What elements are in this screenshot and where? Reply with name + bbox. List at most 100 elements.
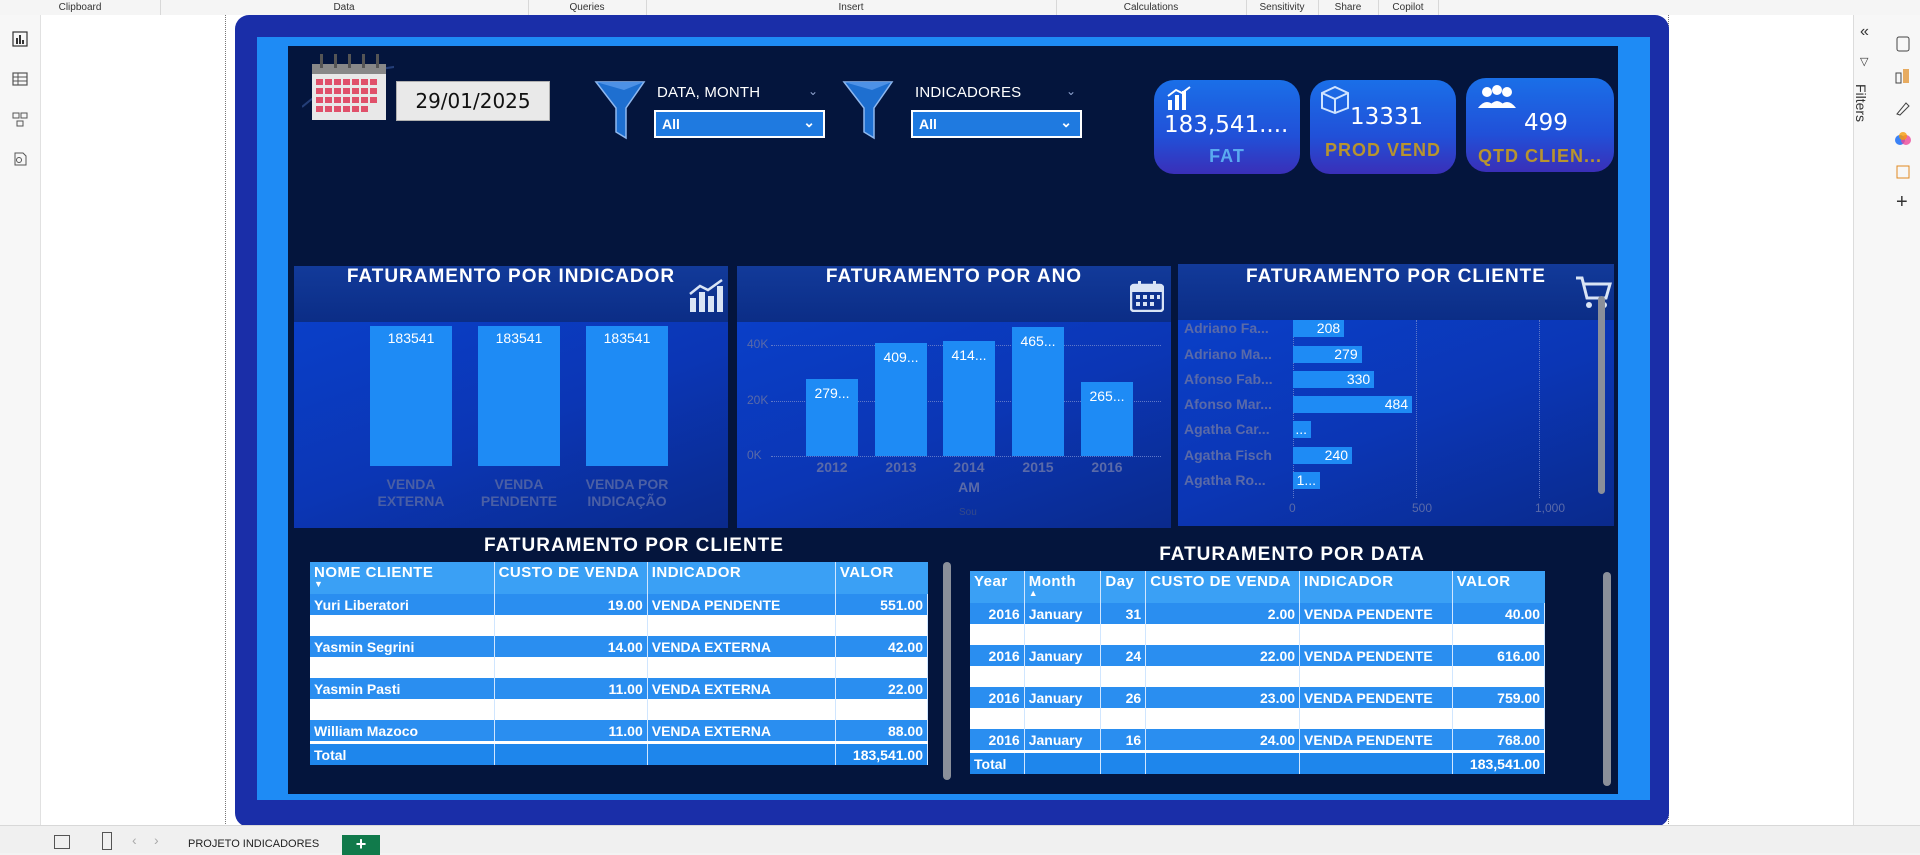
ano-y-tick: 40K xyxy=(747,337,769,351)
ribbon-group-sensitivity[interactable]: Sensitivity xyxy=(1246,0,1319,15)
table-row-spacer xyxy=(970,708,1546,729)
category-label-line: VENDA xyxy=(494,476,544,492)
table-cliente: NOME CLIENTE ▼ CUSTO DE VENDA INDICADOR V… xyxy=(310,562,929,765)
chevron-right-icon[interactable]: › xyxy=(154,832,159,848)
indicador-bar xyxy=(586,326,668,466)
kpi-prod-vend-label: PROD VEND xyxy=(1324,140,1441,160)
category-label-line: PENDENTE xyxy=(480,493,558,509)
kpi-card-fat: 183,541.... FAT xyxy=(1154,80,1300,174)
chevron-down-icon[interactable]: ⌄ xyxy=(808,84,819,98)
chevron-down-icon[interactable]: ⌄ xyxy=(1066,84,1077,98)
ano-x-axis-label-2: Sou xyxy=(959,507,977,518)
col-custo-de-venda[interactable]: CUSTO DE VENDA xyxy=(1145,571,1301,603)
col-nome-cliente[interactable]: NOME CLIENTE ▼ xyxy=(310,562,495,594)
cliente-chart: 0 500 1,000 Adriano Fa... 208 Adriano Ma... 27… xyxy=(1178,320,1614,526)
filter-indicadores-label: INDICADORES xyxy=(915,84,1022,101)
add-page-button[interactable]: + xyxy=(342,835,380,855)
report-view-icon[interactable] xyxy=(10,29,30,49)
cliente-bar xyxy=(1293,396,1413,413)
table-row[interactable]: Yasmin Pasti 11.00 VENDA EXTERNA 22.00 xyxy=(310,678,929,699)
filter-data-month-label: DATA, MONTH xyxy=(657,84,761,101)
filter-indicadores-select[interactable]: All ⌄ xyxy=(911,110,1082,138)
cliente-bar xyxy=(1293,472,1321,489)
add-pane-icon[interactable]: + xyxy=(1896,191,1908,213)
table-row[interactable]: 2016 January 31 2.00 VENDA PENDENTE 40.00 xyxy=(970,603,1546,624)
table-view-icon[interactable] xyxy=(10,69,30,89)
table-row-spacer xyxy=(310,615,929,636)
table-row[interactable]: Yasmin Segrini 14.00 VENDA EXTERNA 42.00 xyxy=(310,636,929,657)
dax-query-icon[interactable] xyxy=(10,149,30,169)
cliente-x-tick: 1,000 xyxy=(1535,501,1566,515)
table-row[interactable]: Yuri Liberatori 19.00 VENDA PENDENTE 551.00 xyxy=(310,594,929,615)
build-visual-icon[interactable] xyxy=(1894,67,1912,85)
cliente-bar-value: 1... xyxy=(1296,472,1317,488)
table-data: Year Month ▲ Day CUSTO DE VENDA INDICADOR… xyxy=(970,571,1546,774)
ano-bar xyxy=(1012,326,1064,456)
collapse-pane-icon[interactable]: « xyxy=(1860,23,1869,40)
chart-icon xyxy=(1167,86,1191,110)
ribbon-group-data[interactable]: Data xyxy=(160,0,529,15)
ribbon-group-insert[interactable]: Insert xyxy=(646,0,1057,15)
page-view-icon[interactable] xyxy=(54,835,70,849)
cliente-bar-value: 208 xyxy=(1316,320,1341,336)
indicador-category-label: VENDA EXTERNA xyxy=(350,476,472,510)
cliente-gridline xyxy=(1539,320,1540,498)
cliente-gridline xyxy=(1416,320,1417,498)
ribbon-group-clipboard[interactable]: Clipboard xyxy=(0,0,161,15)
cliente-x-tick: 500 xyxy=(1412,501,1433,515)
table-row[interactable]: 2016 January 26 23.00 VENDA PENDENTE 759.00 xyxy=(970,687,1546,708)
indicador-bar-value: 183541 xyxy=(495,330,543,346)
model-view-icon[interactable] xyxy=(10,109,30,129)
filter-funnel-icon xyxy=(842,80,894,140)
ribbon-group-calculations[interactable]: Calculations xyxy=(1056,0,1247,15)
page-tab-projeto-indicadores[interactable]: PROJETO INDICADORES xyxy=(188,838,320,850)
cliente-bar xyxy=(1293,447,1353,464)
growth-chart-icon xyxy=(689,278,723,312)
table-row-spacer xyxy=(310,699,929,720)
ano-panel-title: FATURAMENTO POR ANO xyxy=(825,266,1083,287)
col-custo-de-venda[interactable]: CUSTO DE VENDA xyxy=(494,562,648,594)
ribbon-group-queries[interactable]: Queries xyxy=(528,0,647,15)
cliente-name-label: Agatha Fisch xyxy=(1184,447,1272,463)
format-paint-icon[interactable] xyxy=(1894,99,1912,117)
cliente-bar-value: 330 xyxy=(1346,371,1371,387)
ano-bar xyxy=(943,341,995,456)
filter-data-month-select[interactable]: All ⌄ xyxy=(654,110,825,138)
table-row[interactable]: 2016 January 24 22.00 VENDA PENDENTE 616.00 xyxy=(970,645,1546,666)
table-row[interactable]: 2016 January 16 24.00 VENDA PENDENTE 768.00 xyxy=(970,729,1546,752)
col-day[interactable]: Day xyxy=(1100,571,1147,603)
indicador-category-label: VENDA PENDENTE xyxy=(458,476,580,510)
cliente-chart-scrollbar[interactable] xyxy=(1598,296,1605,494)
table-data-scrollbar[interactable] xyxy=(1603,572,1611,786)
col-month[interactable]: Month ▲ xyxy=(1024,571,1102,603)
filters-pane-toggle[interactable]: ▽ Filters xyxy=(1853,55,1878,145)
ribbon-group-copilot[interactable]: Copilot xyxy=(1378,0,1439,15)
col-valor[interactable]: VALOR xyxy=(835,562,928,594)
cliente-name-label: Afonso Mar... xyxy=(1184,396,1272,412)
ano-year-label: 2016 xyxy=(1091,459,1123,475)
col-year[interactable]: Year xyxy=(970,571,1025,603)
dropdown-chevron-icon: ⌄ xyxy=(803,114,815,130)
indicador-bar xyxy=(478,326,560,466)
mobile-view-icon[interactable] xyxy=(102,832,112,850)
visualizations-icon[interactable] xyxy=(1894,35,1912,53)
box-icon xyxy=(1321,85,1349,114)
copilot-icon[interactable] xyxy=(1894,131,1912,149)
col-indicador[interactable]: INDICADOR xyxy=(1299,571,1453,603)
ano-x-axis-label: AM xyxy=(958,479,980,495)
dropdown-chevron-icon: ⌄ xyxy=(1060,114,1072,130)
table-total-row: Total 183,541.00 xyxy=(970,750,1546,774)
table-cliente-scrollbar[interactable] xyxy=(943,562,951,780)
right-pane: « ▽ Filters + xyxy=(1853,15,1920,825)
kpi-qtd-clientes-value: 499 xyxy=(1524,110,1568,136)
ano-year-label: 2013 xyxy=(885,459,917,475)
indicador-category-label: VENDA POR INDICAÇÃO xyxy=(566,476,688,510)
table-row[interactable]: William Mazoco 11.00 VENDA EXTERNA 88.00 xyxy=(310,720,929,743)
col-indicador[interactable]: INDICADOR xyxy=(647,562,836,594)
ribbon-group-share[interactable]: Share xyxy=(1318,0,1379,15)
chevron-left-icon[interactable]: ‹ xyxy=(132,832,137,848)
col-valor[interactable]: VALOR xyxy=(1452,571,1545,603)
bookmarks-icon[interactable] xyxy=(1894,163,1912,181)
indicador-chart: 183541 VENDA EXTERNA 183541 VENDA PENDENTE 183… xyxy=(294,322,728,528)
table-header-row: Year Month ▲ Day CUSTO DE VENDA INDICADOR… xyxy=(970,571,1545,603)
